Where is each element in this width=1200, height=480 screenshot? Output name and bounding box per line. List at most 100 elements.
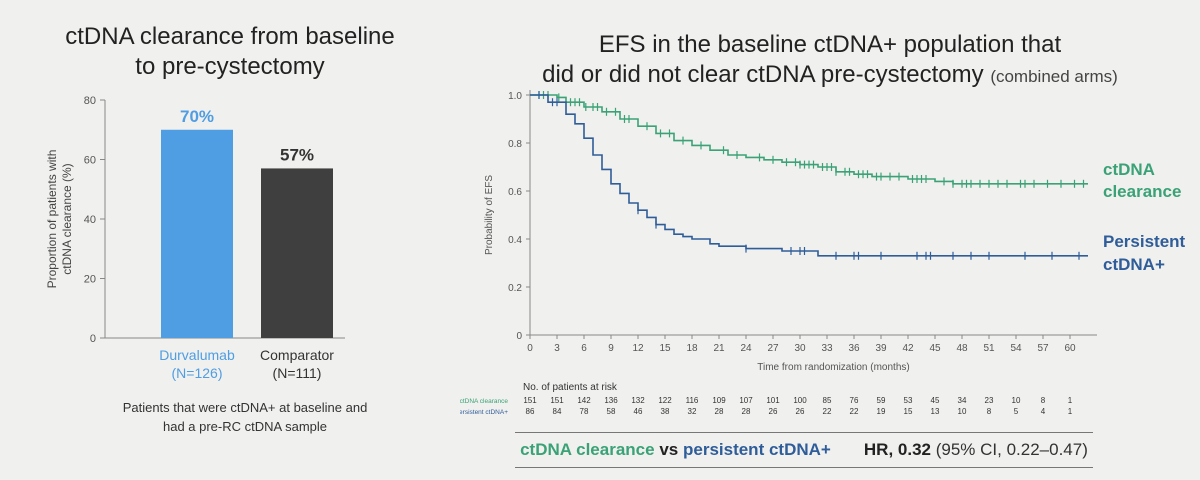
km-x-tick-label: 12	[632, 343, 644, 354]
risk-table-cell: 136	[604, 396, 618, 405]
bar-y-tick-label: 40	[84, 214, 96, 226]
km-title-line2: did or did not clear ctDNA pre-cystectom…	[460, 60, 1200, 92]
risk-table-cell: 1	[1068, 396, 1073, 405]
km-series-label-line2: ctDNA+	[1103, 255, 1165, 274]
km-x-tick-label: 39	[875, 343, 887, 354]
risk-table-cell: 28	[742, 407, 751, 416]
risk-table-cell: 151	[523, 396, 537, 405]
risk-table-cell: 116	[686, 396, 699, 405]
bar-comparator	[261, 168, 333, 338]
risk-table-cell: 10	[1012, 396, 1021, 405]
risk-table-cell: 46	[634, 407, 643, 416]
km-x-tick-label: 18	[686, 343, 698, 354]
risk-table-cell: 45	[931, 396, 940, 405]
km-x-tick-label: 24	[740, 343, 752, 354]
km-x-tick-label: 27	[767, 343, 779, 354]
km-x-tick-label: 15	[659, 343, 671, 354]
risk-table-cell: 59	[877, 396, 886, 405]
risk-table-cell: 15	[904, 407, 913, 416]
caption-line2: had a pre-RC ctDNA sample	[162, 419, 327, 434]
risk-table-cell: 8	[1041, 396, 1046, 405]
risk-table-cell: 142	[577, 396, 591, 405]
bar-category-label: Durvalumab	[159, 347, 235, 363]
km-y-tick-label: 0.4	[508, 235, 522, 246]
bar-chart-title: ctDNA clearance from baseline to pre-cys…	[0, 22, 460, 82]
bar-category-n: (N=126)	[172, 365, 223, 381]
bar-value-label: 70%	[180, 107, 214, 126]
km-x-tick-label: 3	[554, 343, 560, 354]
bar-y-tick-label: 60	[84, 155, 96, 167]
risk-table-cell: 1	[1068, 407, 1073, 416]
km-line-clearance	[530, 94, 1088, 185]
km-y-tick-label: 0.2	[508, 283, 522, 294]
km-series-label-line1: Persistent	[1103, 232, 1186, 251]
km-y-tick-label: 1.0	[508, 91, 522, 102]
risk-table-cell: 58	[607, 407, 616, 416]
risk-table-cell: 28	[715, 407, 724, 416]
km-x-tick-label: 9	[608, 343, 614, 354]
bar-y-axis-label-line2: ctDNA clearance (%)	[60, 163, 74, 274]
bar-chart-caption: Patients that were ctDNA+ at baseline an…	[80, 398, 410, 436]
km-x-tick-label: 30	[794, 343, 806, 354]
risk-table-cell: 38	[661, 407, 670, 416]
risk-table-cell: 8	[987, 407, 992, 416]
bar-y-tick-label: 80	[84, 95, 96, 107]
risk-table-cell: 78	[580, 407, 589, 416]
left-panel: ctDNA clearance from baseline to pre-cys…	[0, 0, 460, 472]
risk-table-cell: 23	[985, 396, 994, 405]
risk-table-cell: 4	[1041, 407, 1046, 416]
risk-table-cell: 76	[850, 396, 859, 405]
km-y-tick-label: 0.8	[508, 139, 522, 150]
bar-chart-title-line2: to pre-cystectomy	[135, 53, 325, 80]
bar-value-label: 57%	[280, 145, 314, 164]
risk-table-header: No. of patients at risk	[523, 382, 618, 393]
bar-y-axis-label-line1: Proportion of patients with	[45, 150, 59, 289]
bar-durvalumab	[161, 129, 233, 338]
km-x-tick-label: 57	[1037, 343, 1049, 354]
km-x-tick-label: 6	[581, 343, 587, 354]
right-panel: EFS in the baseline ctDNA+ population th…	[460, 0, 1200, 472]
risk-table-cell: 32	[688, 407, 697, 416]
km-y-tick-label: 0.6	[508, 187, 522, 198]
caption-line1: Patients that were ctDNA+ at baseline an…	[122, 400, 368, 415]
km-x-tick-label: 51	[983, 343, 995, 354]
km-x-tick-label: 33	[821, 343, 833, 354]
hr-ci: (95% CI, 0.22–0.47)	[935, 440, 1088, 459]
km-x-tick-label: 21	[713, 343, 725, 354]
risk-table-cell: 34	[958, 396, 967, 405]
km-line-persistent	[530, 94, 1088, 257]
km-series-label-line1: ctDNA	[1103, 160, 1155, 179]
km-x-tick-label: 60	[1064, 343, 1076, 354]
risk-table-cell: 22	[850, 407, 859, 416]
risk-table-cell: 84	[553, 407, 562, 416]
km-title-line2-main: did or did not clear ctDNA pre-cystectom…	[542, 61, 984, 88]
risk-table-cell: 132	[631, 396, 645, 405]
km-chart-title: EFS in the baseline ctDNA+ population th…	[460, 30, 1200, 92]
risk-table-cell: 5	[1014, 407, 1019, 416]
risk-table-cell: 86	[526, 407, 535, 416]
km-x-tick-label: 0	[527, 343, 533, 354]
risk-table-cell: 26	[769, 407, 778, 416]
risk-table-row-label: Persistent ctDNA+	[460, 409, 508, 416]
hr-series1-label: ctDNA clearance	[520, 440, 655, 459]
risk-table-cell: 13	[931, 407, 940, 416]
km-chart: 00.20.40.60.81.00 3 6 9 12 15 18 21 24 27 30 33 36 39…	[460, 90, 1186, 416]
km-title-line1: EFS in the baseline ctDNA+ population th…	[598, 31, 1062, 58]
risk-table-cell: 109	[712, 396, 726, 405]
km-x-axis-label: Time from randomization (months)	[757, 362, 909, 373]
km-x-tick-label: 36	[848, 343, 860, 354]
km-x-tick-label: 54	[1010, 343, 1022, 354]
risk-table-cell: 151	[550, 396, 564, 405]
bar-category-label: Comparator	[260, 347, 334, 363]
hr-vs: vs	[659, 440, 679, 459]
km-x-tick-label: 42	[902, 343, 914, 354]
bar-y-axis-label: Proportion of patients withctDNA clearan…	[45, 150, 74, 289]
bar-y-tick-label: 20	[84, 274, 96, 286]
bar-chart-title-line1: ctDNA clearance from baseline	[65, 23, 395, 50]
risk-table-cell: 10	[958, 407, 967, 416]
km-series-label-line2: clearance	[1103, 182, 1181, 201]
risk-table-cell: 22	[823, 407, 832, 416]
km-x-tick-label: 45	[929, 343, 941, 354]
risk-table-cell: 85	[823, 396, 832, 405]
risk-table-cell: 122	[658, 396, 672, 405]
